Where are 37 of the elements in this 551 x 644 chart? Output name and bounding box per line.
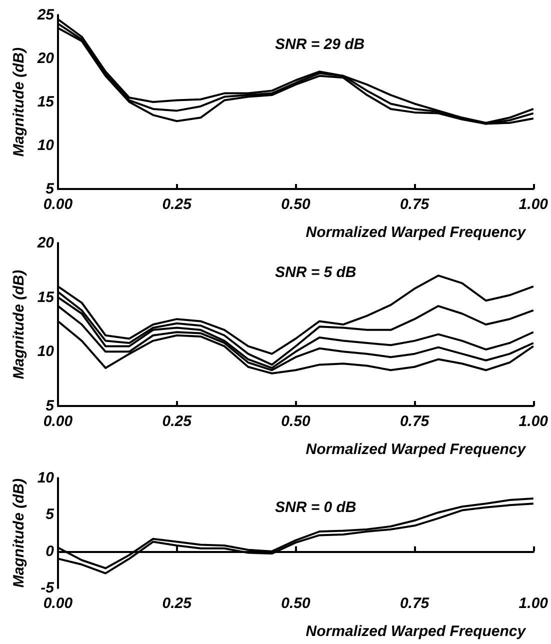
- annotation: SNR = 0 dB: [275, 499, 356, 516]
- x-tick-label: 0.25: [162, 196, 192, 213]
- x-tick-label: 0.75: [400, 595, 430, 612]
- y-tick-label: 20: [36, 234, 55, 252]
- x-tick-label: 1.00: [518, 413, 549, 430]
- y-tick-label: 5: [46, 506, 55, 524]
- x-tick-label: 0.50: [281, 595, 311, 612]
- x-tick-label: 0.00: [43, 196, 74, 213]
- y-tick-label: 25: [36, 6, 55, 24]
- x-tick-label: 0.75: [400, 413, 430, 430]
- annotation: SNR = 29 dB: [275, 36, 365, 53]
- x-tick-label: 0.50: [281, 413, 311, 430]
- x-tick-label: 0.00: [43, 595, 74, 612]
- y-axis-title: Magnitude (dB): [10, 270, 28, 380]
- x-axis-title: Normalized Warped Frequency: [306, 623, 526, 640]
- x-tick-label: 0.50: [281, 196, 311, 213]
- x-tick-label: 0.00: [43, 413, 74, 430]
- y-tick-label: 10: [37, 343, 55, 360]
- x-axis-title: Normalized Warped Frequency: [306, 441, 526, 458]
- y-tick-label: 0: [46, 542, 55, 560]
- y-tick-label: 15: [37, 288, 55, 306]
- y-tick-label: 5: [46, 398, 55, 414]
- x-tick-label: 1.00: [518, 595, 549, 612]
- y-tick-label: 15: [37, 94, 55, 110]
- y-tick-label: 10: [37, 470, 55, 486]
- x-axis-title: Normalized Warped Frequency: [306, 224, 526, 241]
- y-tick-label: 5: [46, 180, 55, 198]
- y-tick-label: 10: [37, 137, 55, 154]
- y-axis-title: Magnitude (dB): [10, 47, 28, 157]
- y-axis-title: Magnitude (dB): [10, 478, 28, 588]
- x-tick-label: 0.25: [162, 595, 192, 612]
- annotation: SNR = 5 dB: [275, 264, 356, 281]
- x-tick-label: 0.25: [162, 413, 192, 430]
- y-tick-label: 20: [36, 50, 55, 67]
- x-tick-label: 1.00: [518, 196, 549, 213]
- y-tick-label: -5: [40, 580, 55, 596]
- x-tick-label: 0.75: [400, 196, 430, 213]
